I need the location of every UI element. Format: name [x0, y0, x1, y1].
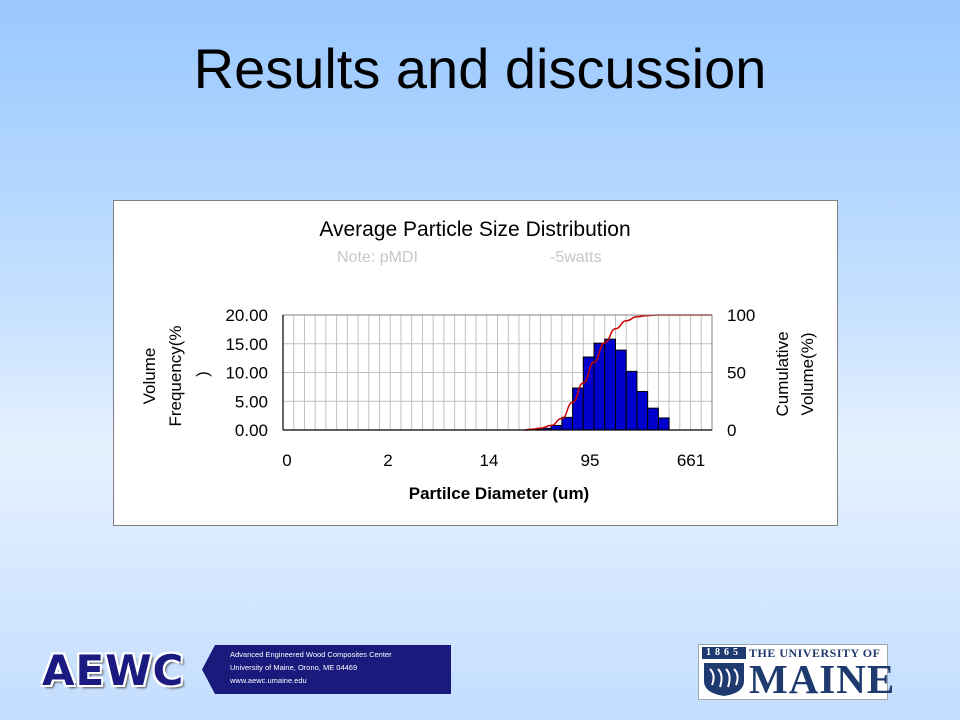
bar	[582, 356, 595, 431]
bar	[647, 407, 659, 431]
y-tick-label: 0.00	[235, 421, 268, 440]
aewc-center-name: Advanced Engineered Wood Composites Cent…	[230, 650, 392, 659]
y-axis-label-line1: Volume	[140, 348, 159, 405]
y-tick-label: 5.00	[235, 392, 268, 411]
umaine-name: MAINE	[749, 656, 896, 702]
y2-tick-label: 50	[727, 364, 746, 383]
y-tick-label: 15.00	[225, 335, 268, 354]
aewc-address: University of Maine, Orono, ME 04469	[230, 663, 358, 672]
y-axis-label-line3: )	[193, 371, 212, 377]
umaine-top-text: THE UNIVERSITY OF	[749, 646, 881, 660]
y2-tick-label: 0	[727, 421, 736, 440]
umaine-shield-icon	[704, 663, 744, 696]
chart-title: Average Particle Size Distribution	[319, 218, 630, 241]
bar-series	[529, 338, 670, 431]
plot-axes: 20.00 15.00 10.00 5.00 0.00 100 50 0 0 2 14 95 661	[225, 306, 755, 470]
bar	[657, 417, 670, 431]
particle-size-chart: Average Particle Size Distribution Note:…	[140, 218, 817, 503]
chart-subtitle-right: -5watts	[550, 249, 602, 266]
y2-axis-label-line2: Volume(%)	[798, 332, 817, 415]
bar	[561, 416, 574, 431]
umaine-year: 1865	[702, 647, 746, 659]
x-tick-label: 2	[383, 451, 392, 470]
umaine-logo: 1865 THE UNIVERSITY OF MAINE	[698, 644, 894, 700]
bar	[550, 424, 563, 431]
y-tick-label: 20.00	[225, 306, 268, 325]
bar	[604, 338, 616, 431]
y-tick-label: 10.00	[225, 364, 268, 383]
x-tick-label: 14	[480, 451, 499, 470]
x-tick-label: 0	[282, 451, 291, 470]
y2-tick-label: 100	[727, 306, 755, 325]
x-tick-label: 95	[581, 451, 600, 470]
aewc-logo: AEWC	[42, 646, 185, 695]
aewc-website: www.aewc.umaine.edu	[230, 676, 307, 685]
aewc-info-banner: Advanced Engineered Wood Composites Cent…	[202, 645, 451, 694]
y-axis-label-line2: Frequency(%	[166, 325, 185, 426]
plot-grid	[283, 314, 712, 431]
bar	[625, 370, 638, 431]
x-tick-label: 661	[677, 451, 705, 470]
chart-panel: Average Particle Size Distribution Note:…	[113, 200, 838, 526]
chart-subtitle-left: Note: pMDI	[337, 249, 418, 266]
bar	[614, 349, 627, 431]
slide-title: Results and discussion	[193, 37, 767, 100]
bar	[593, 342, 606, 431]
y2-axis-label-line1: Cumulative	[773, 331, 792, 416]
x-axis-label: Partilce Diameter (um)	[409, 484, 589, 503]
bar	[636, 390, 649, 431]
